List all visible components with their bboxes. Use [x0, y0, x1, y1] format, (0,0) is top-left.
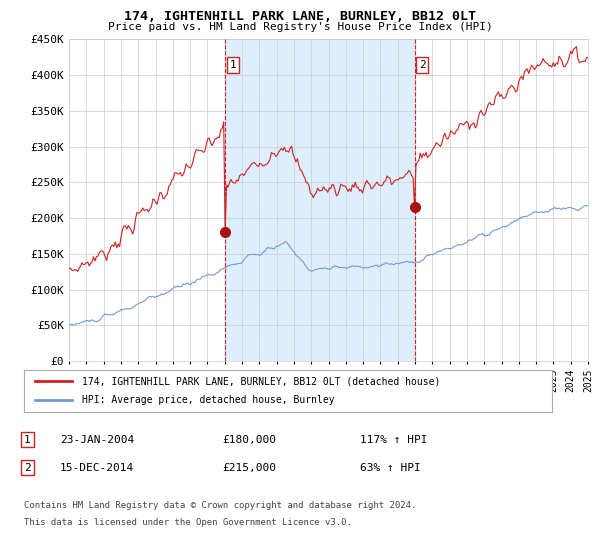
Text: Price paid vs. HM Land Registry's House Price Index (HPI): Price paid vs. HM Land Registry's House … — [107, 22, 493, 32]
Text: Contains HM Land Registry data © Crown copyright and database right 2024.: Contains HM Land Registry data © Crown c… — [24, 501, 416, 510]
Text: 23-JAN-2004: 23-JAN-2004 — [60, 435, 134, 445]
Text: 2: 2 — [24, 463, 31, 473]
Text: This data is licensed under the Open Government Licence v3.0.: This data is licensed under the Open Gov… — [24, 518, 352, 527]
Text: 174, IGHTENHILL PARK LANE, BURNLEY, BB12 0LT (detached house): 174, IGHTENHILL PARK LANE, BURNLEY, BB12… — [82, 376, 440, 386]
Text: 1: 1 — [24, 435, 31, 445]
Text: 1: 1 — [229, 60, 236, 70]
Text: £180,000: £180,000 — [222, 435, 276, 445]
Text: HPI: Average price, detached house, Burnley: HPI: Average price, detached house, Burn… — [82, 395, 335, 405]
Text: £215,000: £215,000 — [222, 463, 276, 473]
Text: 2: 2 — [419, 60, 425, 70]
Text: 174, IGHTENHILL PARK LANE, BURNLEY, BB12 0LT: 174, IGHTENHILL PARK LANE, BURNLEY, BB12… — [124, 10, 476, 23]
Text: 63% ↑ HPI: 63% ↑ HPI — [360, 463, 421, 473]
Text: 15-DEC-2014: 15-DEC-2014 — [60, 463, 134, 473]
Bar — [225, 39, 415, 361]
Text: 117% ↑ HPI: 117% ↑ HPI — [360, 435, 427, 445]
